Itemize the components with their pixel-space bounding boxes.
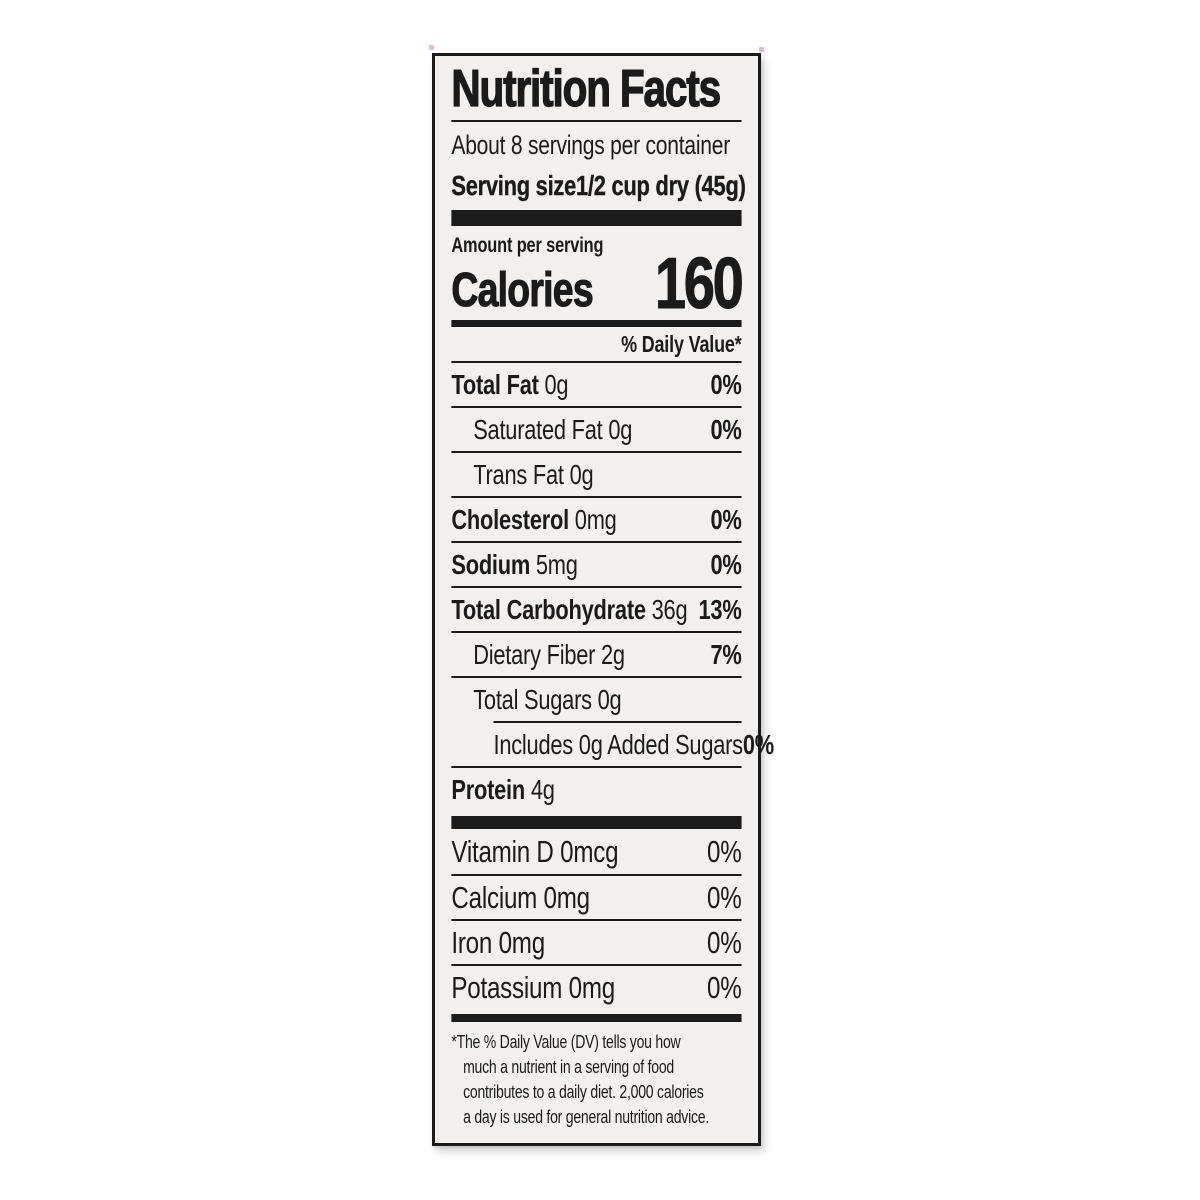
micronutrient-table: Vitamin D 0mcg 0% Calcium 0mg 0% Iron 0mg 0% P… <box>451 829 742 1009</box>
nutrient-row: Total Fat 0g 0% <box>451 361 742 406</box>
title-divider <box>451 120 742 122</box>
nutrient-row: Total Sugars 0g <box>451 676 742 721</box>
micronutrient-row: Calcium 0mg 0% <box>451 874 742 919</box>
daily-value-percent: 0% <box>710 503 742 535</box>
jpeg-artifact-top-left <box>429 45 434 50</box>
calories-value: 160 <box>654 243 744 324</box>
nutrient-name-and-amount: Calcium 0mg <box>451 879 590 915</box>
thick-divider-top <box>451 210 742 226</box>
nutrient-row: Includes 0g Added Sugars 0% <box>493 721 774 766</box>
label-title: Nutrition Facts <box>451 60 722 118</box>
daily-value-percent: 0% <box>707 833 742 869</box>
footnote-line: contributes to a daily diet. 2,000 calor… <box>463 1082 704 1102</box>
nutrient-name-and-amount: Total Sugars 0g <box>473 683 622 715</box>
jpeg-artifact-top-right <box>759 47 764 52</box>
daily-value-footnote: *The % Daily Value (DV) tells you how mu… <box>451 1030 741 1130</box>
nutrient-row: Saturated Fat 0g 0% <box>451 406 742 451</box>
micronutrient-row: Potassium 0mg 0% <box>451 964 742 1009</box>
daily-value-percent: 0% <box>710 368 742 400</box>
daily-value-percent: 13% <box>698 593 742 625</box>
daily-value-percent: 0% <box>742 728 774 760</box>
calories-label: Calories <box>451 264 594 318</box>
micronutrient-row: Vitamin D 0mcg 0% <box>451 829 741 874</box>
serving-size-label: Serving size <box>451 170 577 201</box>
divider-above-footnote <box>451 1014 742 1022</box>
nutrient-row: Cholesterol 0mg 0% <box>451 496 742 541</box>
nutrient-name-and-amount: Protein 4g <box>451 773 555 805</box>
daily-value-percent: 0% <box>707 924 742 960</box>
nutrient-row: Total Carbohydrate 36g 13% <box>451 586 742 631</box>
nutrient-row: Dietary Fiber 2g 7% <box>451 631 742 676</box>
nutrient-name-and-amount: Trans Fat 0g <box>473 458 594 490</box>
footnote-line: *The % Daily Value (DV) tells you how <box>451 1032 681 1052</box>
nutrient-name-and-amount: Iron 0mg <box>451 924 545 960</box>
micronutrient-row: Iron 0mg 0% <box>451 919 742 964</box>
divider-below-calories <box>451 320 742 327</box>
daily-value-percent: 0% <box>707 879 742 915</box>
divider-below-protein <box>451 816 742 829</box>
nutrient-name-and-amount: Total Carbohydrate 36g <box>451 593 688 625</box>
daily-value-percent: 0% <box>710 548 742 580</box>
nutrition-facts-label: Nutrition Facts About 8 servings per con… <box>432 53 774 1146</box>
nutrient-name-and-amount: Cholesterol 0mg <box>451 503 617 535</box>
nutrient-table: Total Fat 0g 0% Saturated Fat 0g 0% Trans Fa… <box>451 361 774 811</box>
nutrient-name-and-amount: Dietary Fiber 2g <box>473 638 625 670</box>
footnote-line: a day is used for general nutrition advi… <box>463 1107 710 1127</box>
daily-value-percent: 0% <box>710 413 742 445</box>
label-content: Nutrition Facts About 8 servings per con… <box>435 56 774 1130</box>
daily-value-percent: 7% <box>710 638 742 670</box>
nutrient-name-and-amount: Saturated Fat 0g <box>473 413 633 445</box>
nutrient-row: Trans Fat 0g <box>451 451 742 496</box>
nutrient-row: Protein 4g <box>451 766 742 811</box>
serving-size-row: Serving size 1/2 cup dry (45g) <box>451 164 746 208</box>
serving-size-value: 1/2 cup dry (45g) <box>576 170 746 201</box>
amount-per-serving-label: Amount per serving <box>451 234 604 257</box>
daily-value-header: % Daily Value* <box>621 331 742 357</box>
nutrient-row: Sodium 5mg 0% <box>451 541 742 586</box>
nutrient-name-and-amount: Includes 0g Added Sugars <box>493 728 744 760</box>
calories-row: Calories 160 <box>451 243 744 324</box>
servings-per-container: About 8 servings per container <box>451 130 731 160</box>
nutrient-name-and-amount: Sodium 5mg <box>451 548 578 580</box>
footnote-line: much a nutrient in a serving of food <box>463 1057 674 1077</box>
nutrient-name-and-amount: Total Fat 0g <box>451 368 569 400</box>
nutrient-name-and-amount: Potassium 0mg <box>451 969 615 1005</box>
daily-value-percent: 0% <box>707 969 742 1005</box>
nutrient-name-and-amount: Vitamin D 0mcg <box>451 833 619 869</box>
